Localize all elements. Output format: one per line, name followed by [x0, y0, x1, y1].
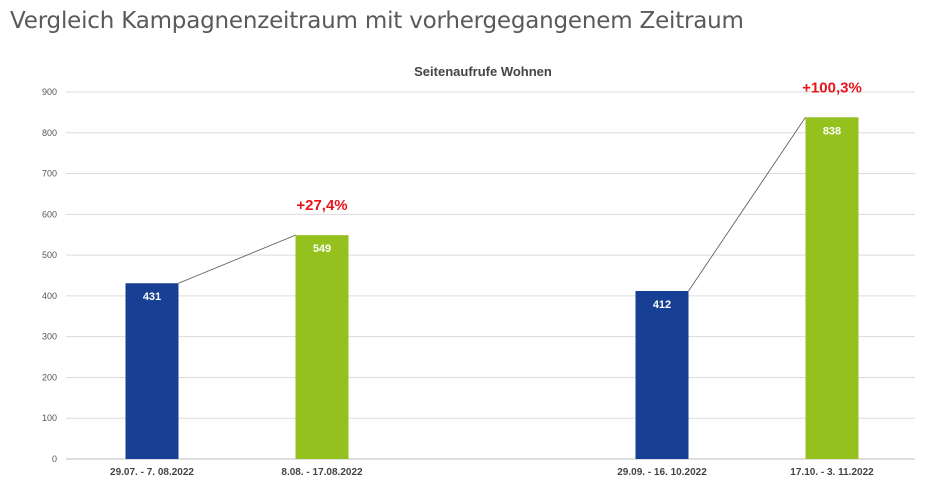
change-percent-label: +27,4% [296, 197, 347, 214]
x-tick-label: 8.08. - 17.08.2022 [281, 467, 363, 478]
change-percent-label: +100,3% [802, 79, 862, 96]
y-tick-label: 400 [42, 291, 57, 301]
bar [635, 290, 689, 459]
bar [805, 117, 859, 459]
x-axis: 29.07. - 7. 08.2022 8.08. - 17.08.2022 29.… [110, 467, 874, 478]
y-tick-label: 900 [42, 87, 57, 97]
chart-annotations: +27,4% +100,3% [178, 79, 862, 292]
page-title: Vergleich Kampagnenzeitraum mit vorherge… [10, 8, 744, 34]
bar-value-label: 838 [823, 125, 841, 137]
bar [125, 283, 179, 459]
x-tick-label: 29.07. - 7. 08.2022 [110, 467, 194, 478]
comparison-connector-line [688, 117, 806, 292]
y-tick-label: 500 [42, 250, 57, 260]
comparison-connector-line [178, 234, 296, 284]
x-tick-label: 29.09. - 16. 10.2022 [617, 467, 707, 478]
chart-bars: 431 549 412 838 [125, 117, 859, 459]
bar-value-label: 412 [653, 299, 671, 311]
y-tick-label: 300 [42, 332, 57, 342]
y-axis: 0 100 200 300 400 500 600 700 800 900 [42, 87, 57, 464]
y-tick-label: 800 [42, 128, 57, 138]
y-tick-label: 100 [42, 413, 57, 423]
bar [295, 235, 349, 459]
y-tick-label: 700 [42, 169, 57, 179]
x-tick-label: 17.10. - 3. 11.2022 [790, 467, 874, 478]
bar-value-label: 431 [143, 291, 161, 303]
y-tick-label: 600 [42, 209, 57, 219]
chart-grid [66, 91, 915, 460]
chart-title: Seitenaufrufe Wohnen [414, 64, 552, 79]
bar-value-label: 549 [313, 243, 331, 255]
y-tick-label: 200 [42, 372, 57, 382]
y-tick-label: 0 [52, 454, 57, 464]
